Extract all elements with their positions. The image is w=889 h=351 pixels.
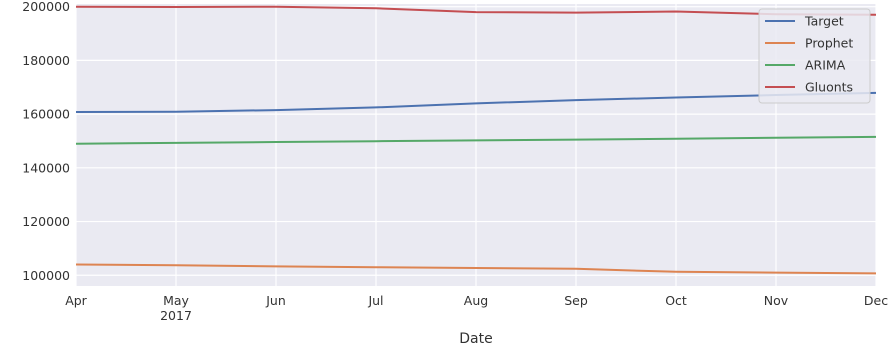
series-lines: [75, 5, 877, 275]
x-tick-label: Sep: [564, 293, 588, 308]
x-axis-ticks: Apr May Jun Jul Aug Sep Oct Nov Dec: [65, 293, 888, 308]
y-tick-label: 120000: [22, 214, 70, 229]
series-line-arima: [75, 135, 877, 145]
legend-label: ARIMA: [805, 58, 846, 73]
legend-label: Target: [804, 14, 844, 29]
y-tick-label: 140000: [22, 160, 70, 175]
y-tick-label: 200000: [22, 0, 70, 14]
y-tick-label: 160000: [22, 107, 70, 122]
legend-label: Gluonts: [805, 80, 853, 95]
x-tick-label: Oct: [665, 293, 687, 308]
y-tick-label: 100000: [22, 268, 70, 283]
x-tick-label: Jul: [367, 293, 383, 308]
x-tick-label: Apr: [65, 293, 87, 308]
x-axis-title: Date: [459, 331, 492, 347]
series-line-gluonts: [75, 5, 877, 16]
x-tick-label: Nov: [764, 293, 789, 308]
series-line-target: [75, 91, 877, 113]
y-tick-label: 180000: [22, 53, 70, 68]
x-tick-label: Aug: [464, 293, 488, 308]
x-year-label: 2017: [160, 308, 192, 323]
y-axis-ticks: 100000 120000 140000 160000 180000 200000: [22, 0, 70, 283]
legend-box: [758, 8, 871, 104]
series-line-prophet: [75, 263, 877, 275]
x-tick-label: Dec: [864, 293, 888, 308]
legend: Target Prophet ARIMA Gluonts: [758, 8, 871, 104]
legend-label: Prophet: [805, 36, 853, 51]
x-tick-label: May: [163, 293, 189, 308]
grid-lines: [75, 4, 877, 286]
x-tick-label: Jun: [265, 293, 286, 308]
